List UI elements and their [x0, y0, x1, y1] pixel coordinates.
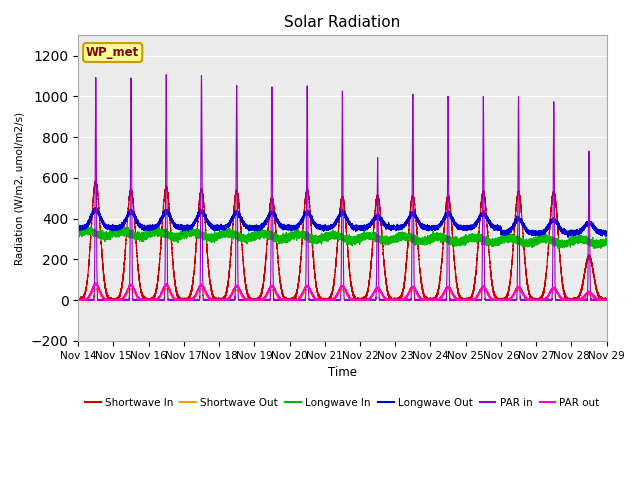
Legend: Shortwave In, Shortwave Out, Longwave In, Longwave Out, PAR in, PAR out: Shortwave In, Shortwave Out, Longwave In…: [81, 394, 604, 412]
Y-axis label: Radiation (W/m2, umol/m2/s): Radiation (W/m2, umol/m2/s): [15, 111, 25, 264]
Text: WP_met: WP_met: [86, 46, 140, 59]
Title: Solar Radiation: Solar Radiation: [284, 15, 401, 30]
X-axis label: Time: Time: [328, 366, 357, 379]
